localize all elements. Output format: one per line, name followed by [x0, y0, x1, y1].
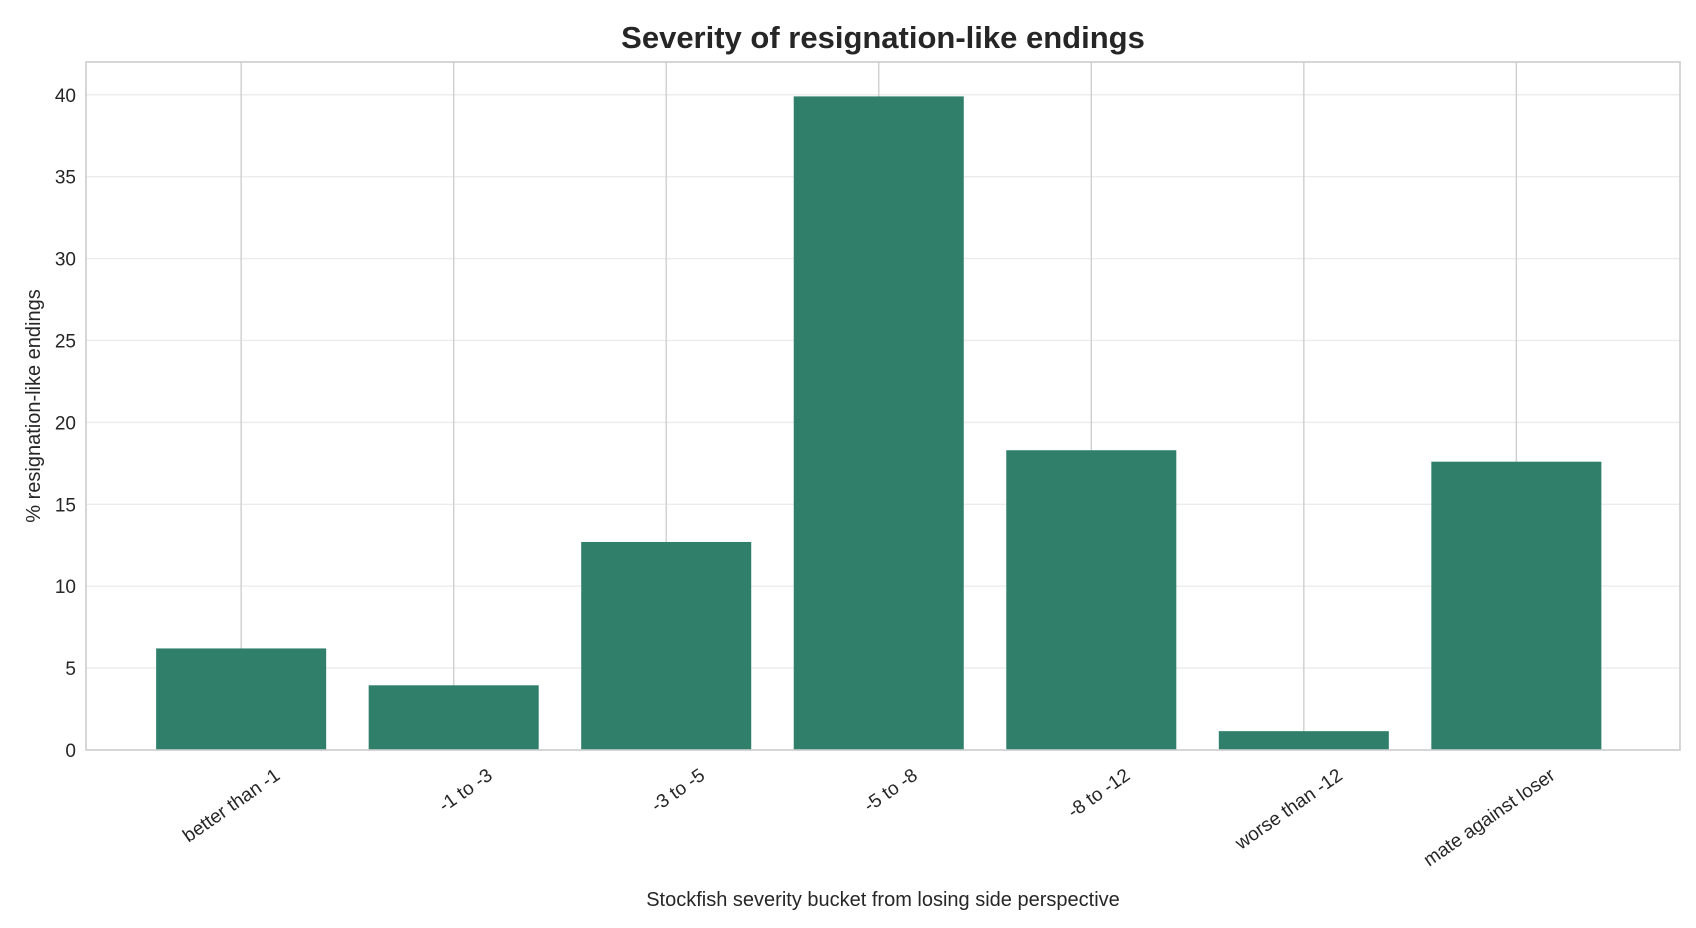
- chart-title: Severity of resignation-like endings: [621, 20, 1145, 55]
- x-tick-label: worse than -12: [1231, 765, 1347, 855]
- y-tick-label: 0: [65, 741, 76, 762]
- bar-3: [793, 96, 964, 750]
- x-tick-label: -8 to -12: [1064, 765, 1134, 823]
- y-tick-label: 35: [55, 168, 76, 189]
- bar-5: [1218, 731, 1389, 750]
- bar-0: [156, 648, 327, 750]
- x-tick-label: -5 to -8: [860, 765, 921, 817]
- y-tick-label: 10: [55, 577, 76, 598]
- x-tick-label: -3 to -5: [648, 765, 709, 817]
- bars: [156, 96, 1602, 750]
- bar-6: [1431, 461, 1602, 750]
- bar-1: [368, 685, 539, 750]
- x-tick-label: better than -1: [179, 765, 284, 847]
- x-axis-label: Stockfish severity bucket from losing si…: [646, 889, 1120, 911]
- y-axis-label: % resignation-like endings: [23, 289, 45, 522]
- plot-frame: [85, 61, 1681, 751]
- bar-4: [1006, 450, 1177, 750]
- x-tick-label: mate against loser: [1420, 765, 1560, 872]
- y-tick-label: 30: [55, 250, 76, 271]
- y-tick-label: 25: [55, 331, 76, 352]
- y-tick-label: 40: [55, 86, 76, 107]
- bar-2: [581, 541, 752, 750]
- y-tick-label: 15: [55, 495, 76, 516]
- x-tick-label: -1 to -3: [435, 765, 496, 817]
- y-tick-label: 5: [65, 659, 76, 680]
- y-tick-label: 20: [55, 413, 76, 434]
